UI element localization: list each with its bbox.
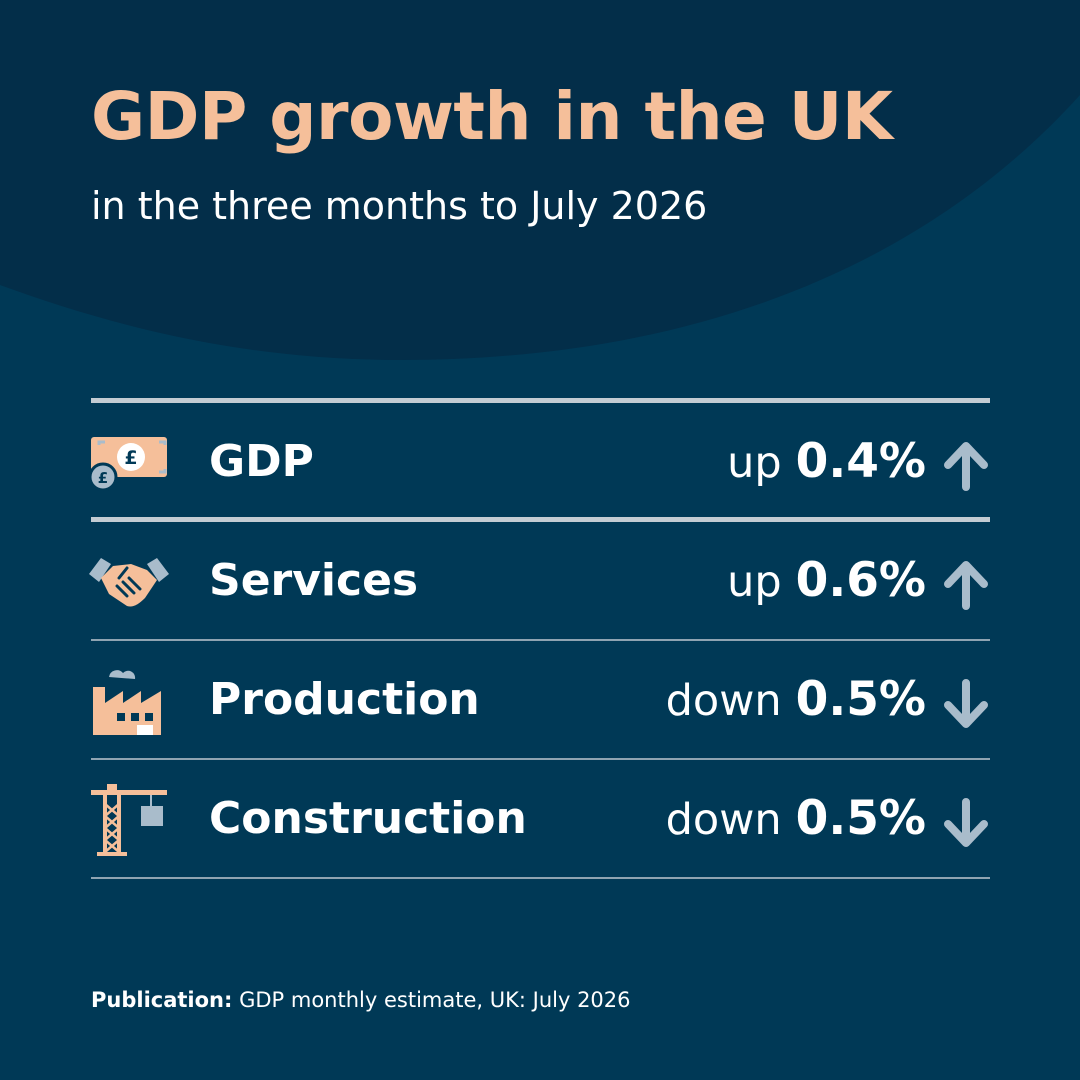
crane-icon [91, 784, 167, 856]
stat-label: GDP [209, 436, 314, 487]
handshake-icon [89, 558, 169, 607]
stat-percentage: 0.5% [795, 791, 926, 846]
stat-row-gdp: £ £ GDP up 0.4% [88, 403, 990, 521]
stat-direction: down [665, 676, 782, 726]
stat-direction: down [665, 795, 782, 845]
stat-row-production: Production down 0.5% [91, 641, 990, 759]
page-title: GDP growth in the UK [91, 78, 893, 155]
stat-percentage: 0.4% [795, 434, 926, 489]
stat-value: up 0.6% [727, 522, 926, 650]
publication-text: GDP monthly estimate, UK: July 2026 [239, 988, 631, 1012]
arrow-down-icon [944, 798, 988, 847]
svg-text:£: £ [98, 469, 108, 487]
svg-text:£: £ [124, 447, 137, 469]
stat-row-services: Services up 0.6% [89, 522, 990, 640]
stat-label: Construction [209, 793, 527, 844]
stat-row-construction: Construction down 0.5% [91, 760, 990, 878]
arrow-down-icon [944, 679, 988, 728]
stat-label: Production [209, 674, 480, 725]
arrow-up-icon [944, 561, 988, 610]
table-top-divider [91, 398, 990, 403]
table-divider [91, 758, 990, 760]
stat-value: down 0.5% [666, 641, 926, 769]
publication-label: Publication: [91, 988, 233, 1012]
stat-value: down 0.5% [666, 760, 926, 888]
publication-footer: Publication: GDP monthly estimate, UK: J… [91, 988, 631, 1012]
stat-percentage: 0.5% [795, 672, 926, 727]
stat-direction: up [727, 557, 782, 607]
stat-label: Services [209, 555, 419, 606]
factory-icon [93, 670, 161, 735]
page-subtitle: in the three months to July 2026 [91, 184, 708, 228]
table-divider [91, 517, 990, 522]
stat-value: up 0.4% [727, 403, 926, 531]
table-bottom-divider [91, 877, 990, 879]
arrow-up-icon [944, 442, 988, 491]
table-divider [91, 639, 990, 641]
stat-direction: up [727, 438, 782, 488]
stat-percentage: 0.6% [795, 553, 926, 608]
pound-banknote-icon: £ £ [88, 437, 167, 492]
